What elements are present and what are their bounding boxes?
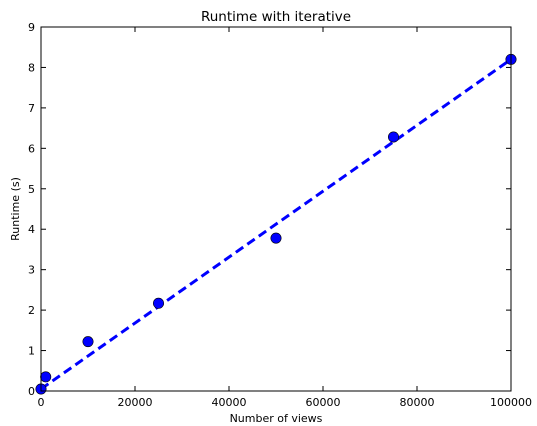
x-axis-label: Number of views [230,412,323,425]
y-tick-label: 7 [28,102,35,115]
plot-area: 0 20000 40000 60000 80000 100000 0 1 2 3 4 5 6 7 8 9 [28,21,532,409]
y-tick-label: 5 [28,183,35,196]
data-point [82,336,94,348]
y-tick-label: 8 [28,61,35,74]
x-tick-label: 0 [38,396,45,409]
y-tick-label: 0 [28,385,35,398]
y-tick-label: 3 [28,264,35,277]
chart-title: Runtime with iterative [201,9,351,25]
y-tick-label: 9 [28,21,35,34]
data-point [40,371,52,383]
y-tick-label: 1 [28,345,35,358]
y-tick-label: 6 [28,142,35,155]
plot-frame [40,26,512,392]
trend-line [40,58,512,391]
x-tick-label: 60000 [306,396,341,409]
y-tick-label: 2 [28,304,35,317]
data-point [153,297,165,309]
y-tick-label: 4 [28,223,35,236]
x-tick-label: 80000 [400,396,435,409]
x-tick-label: 40000 [212,396,247,409]
x-tick-label: 100000 [490,396,532,409]
data-point [270,232,282,244]
x-tick-label: 20000 [118,396,153,409]
data-point [387,131,399,143]
y-axis-label: Runtime (s) [9,177,22,241]
